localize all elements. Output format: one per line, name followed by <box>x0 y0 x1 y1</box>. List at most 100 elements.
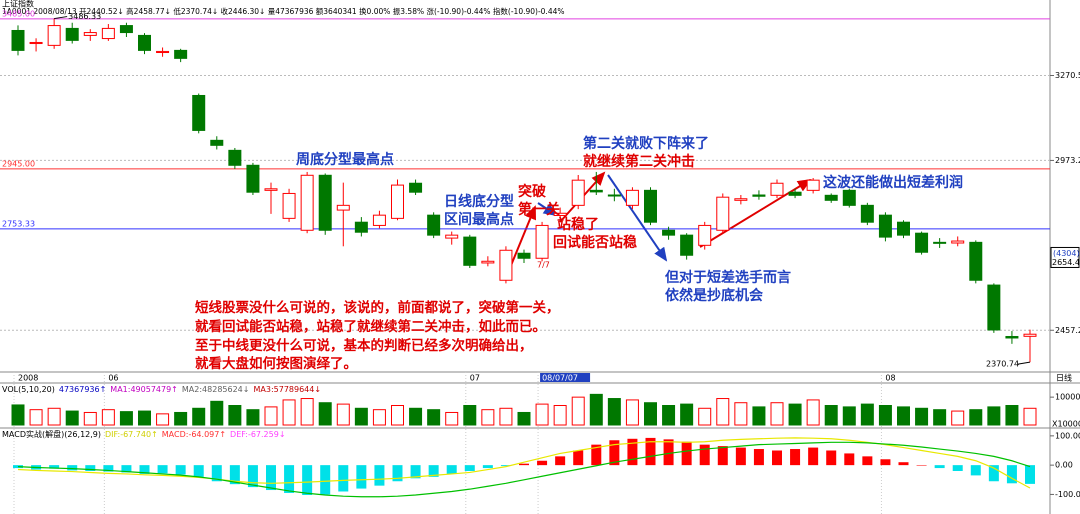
annotation: 第二关就败下阵来了 <box>583 135 709 152</box>
x-tick-label: 2008 <box>18 374 38 383</box>
volume-bar <box>897 406 910 426</box>
macd-bar <box>988 465 999 482</box>
volume-bar <box>824 405 838 426</box>
annotation: 第一关 <box>518 201 560 218</box>
y-tick-label: -100.0 <box>1055 490 1080 499</box>
y-tick-label: 3270.5 <box>1055 71 1080 80</box>
macd-bar <box>193 465 204 477</box>
macd-bar <box>591 444 602 466</box>
volume-bar <box>11 404 25 426</box>
volume-bar <box>625 399 639 426</box>
title-part: DIF:-67.740↑ <box>105 430 158 439</box>
candle-body <box>192 94 206 131</box>
candle-body <box>589 189 603 193</box>
macd-bar <box>410 465 421 479</box>
macd-bar <box>175 465 186 475</box>
candle-body <box>29 41 43 45</box>
candle-body <box>47 25 61 46</box>
cursor-count: (4304) <box>1053 249 1080 258</box>
macd-bar <box>916 465 927 466</box>
volume-bar <box>571 396 585 426</box>
macd-bar <box>735 447 746 466</box>
macd-bar <box>790 449 801 466</box>
macd-bar <box>898 462 909 466</box>
level-label: 2753.33 <box>2 219 35 228</box>
macd-bar <box>121 465 132 473</box>
volume-bar <box>770 402 784 426</box>
annotation: 就看回试能否站稳，站稳了就继续第二关冲击，如此而已。 <box>195 318 546 335</box>
volume-bar <box>1005 405 1019 426</box>
macd-bar <box>13 465 23 469</box>
macd-bar <box>663 439 674 466</box>
volume-bar <box>535 403 549 426</box>
volume-bar <box>192 407 206 426</box>
candle-body <box>463 236 477 266</box>
macd-bar <box>717 446 728 466</box>
macd-bar <box>229 465 240 485</box>
macd-bar <box>862 456 873 466</box>
volume-bar <box>156 413 170 426</box>
volume-bar <box>427 409 441 426</box>
candle-body <box>788 191 802 196</box>
candle-body <box>535 224 549 259</box>
candle-body <box>300 174 314 231</box>
candle-body <box>734 198 748 201</box>
low-marker: 2370.74 <box>986 360 1019 369</box>
candle-body <box>607 194 621 197</box>
title-part: VOL(5,10,20) <box>2 385 55 394</box>
macd-bar <box>844 453 855 466</box>
y-tick-label: 100000 <box>1055 393 1080 402</box>
y-tick-label: 2457.2 <box>1055 326 1080 335</box>
volume-bar <box>752 406 766 426</box>
macd-bar <box>482 465 493 469</box>
volume-bar <box>499 407 513 426</box>
macd-bar <box>952 465 963 471</box>
volume-bar <box>445 411 459 426</box>
candle-body <box>625 189 639 206</box>
title-part: MA2:48285624↓ <box>182 385 250 394</box>
macd-bar <box>645 437 656 466</box>
volume-bar <box>662 405 676 426</box>
volume-bar <box>318 402 332 426</box>
macd-bar <box>880 459 891 466</box>
volume-bar <box>29 409 43 426</box>
macd-bar <box>392 465 403 482</box>
y-tick-label: 2973.2 <box>1055 156 1080 165</box>
macd-bar <box>266 465 276 491</box>
candle-body <box>698 224 712 246</box>
high-marker-line <box>54 16 68 20</box>
candle-body <box>101 27 115 40</box>
annotation: 就继续第二关冲击 <box>583 153 695 170</box>
candle-body <box>878 214 892 238</box>
volume-bar <box>354 407 368 426</box>
volume-bar <box>83 411 97 426</box>
candle-body <box>517 252 531 259</box>
volume-bar <box>65 410 79 426</box>
candle-body <box>65 27 79 41</box>
macd-bar <box>356 465 367 489</box>
volume-bar <box>300 398 314 426</box>
macd-bar <box>1025 465 1035 484</box>
candle-body <box>1023 333 1037 337</box>
macd-bar <box>67 465 78 471</box>
annotation: 就看大盘如何按图演绎了。 <box>195 355 357 372</box>
macd-bar <box>519 463 529 466</box>
candle-body <box>860 204 874 223</box>
volume-bar <box>264 406 278 426</box>
macd-bar <box>446 465 457 474</box>
annotation: 回试能否站稳 <box>553 234 637 251</box>
period-label: 日线 <box>1056 373 1072 383</box>
candle-body <box>264 188 278 191</box>
volume-bar <box>138 410 151 426</box>
candle-body <box>553 212 567 216</box>
annotation: 站稳了 <box>557 216 599 233</box>
candle-body <box>824 194 838 201</box>
candle-body <box>897 221 910 236</box>
low-marker-line <box>1017 361 1031 365</box>
title-part: DEF:-67.259↓ <box>230 430 285 439</box>
macd-bar <box>464 465 475 471</box>
volume-bar <box>391 405 404 426</box>
volume-bar <box>734 402 748 426</box>
macd-bar <box>157 465 168 474</box>
macd-bar <box>699 444 710 466</box>
